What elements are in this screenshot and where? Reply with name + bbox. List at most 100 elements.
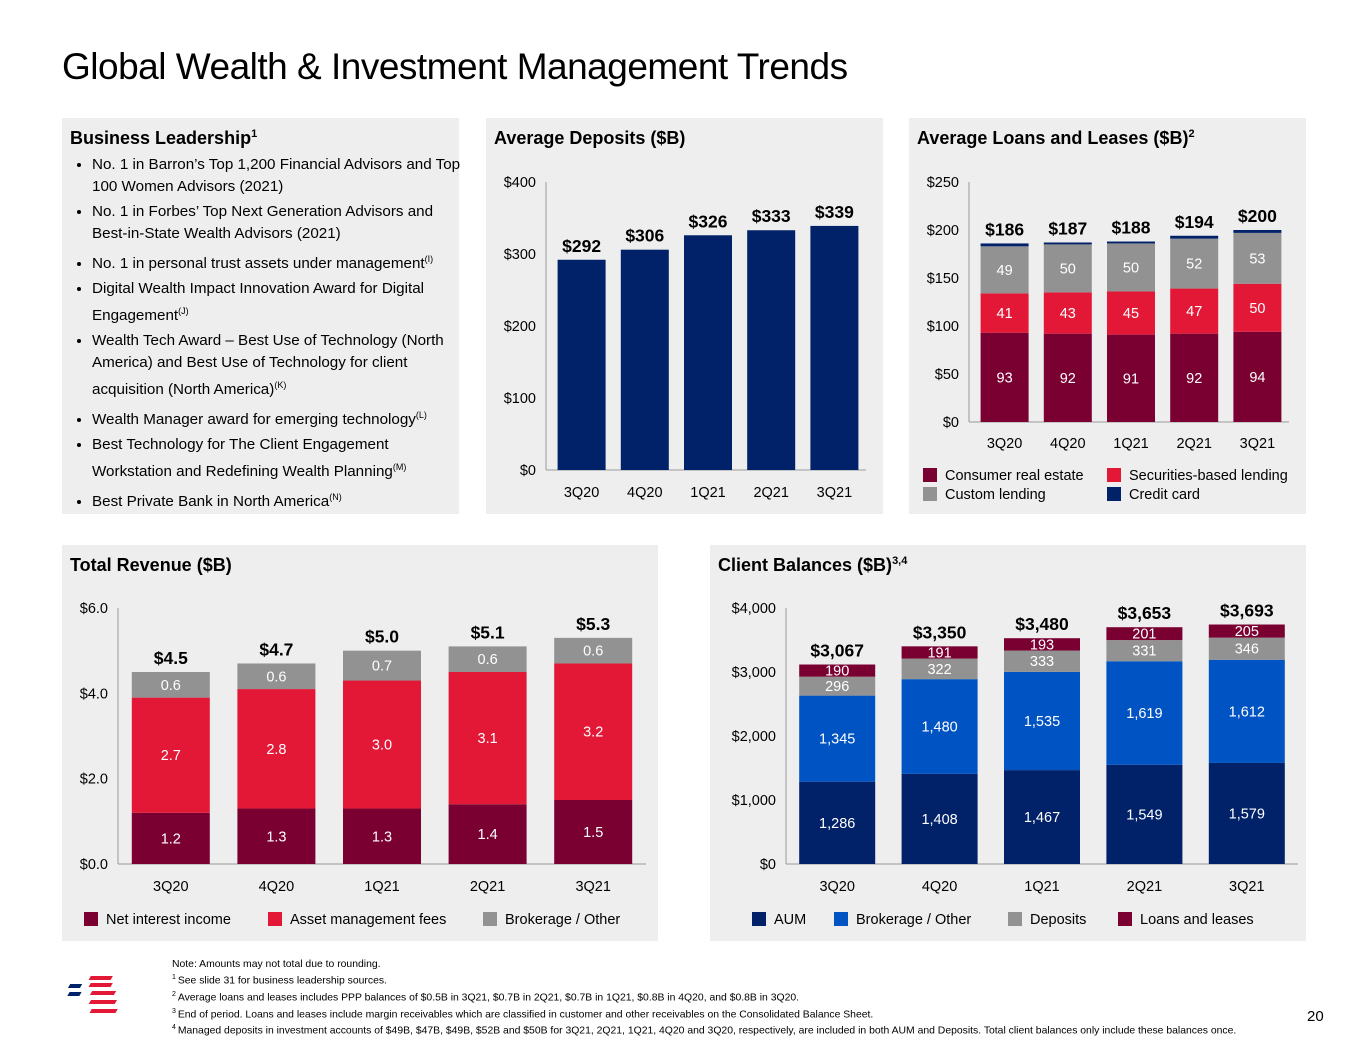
- legend-label: Securities-based lending: [1129, 468, 1288, 484]
- bar-segment: [901, 658, 978, 680]
- average-deposits-title: Average Deposits ($B): [494, 128, 685, 149]
- chart-title-text: Client Balances ($B): [718, 555, 893, 575]
- legend-label: Brokerage / Other: [856, 912, 971, 928]
- leadership-item-text: Best Technology for The Client Engagemen…: [92, 436, 393, 481]
- bar-segment: [1233, 283, 1282, 332]
- segment-value-label: 1.2: [161, 831, 181, 847]
- bar-segment: [980, 293, 1029, 333]
- y-tick-label: $100: [927, 319, 959, 335]
- segment-value-label: 296: [825, 679, 849, 695]
- legend-swatch: [84, 912, 98, 926]
- y-tick-label: $0: [760, 857, 776, 873]
- bar-segment: [1170, 235, 1219, 239]
- y-tick-label: $4,000: [732, 601, 776, 617]
- y-tick-label: $1,000: [732, 793, 776, 809]
- segment-value-label: 3.1: [478, 731, 498, 747]
- footnote-text: Average loans and leases includes PPP ba…: [177, 992, 800, 1004]
- x-tick-label: 2Q21: [470, 879, 505, 895]
- bar-segment: [1004, 671, 1080, 771]
- segment-value-label: 50: [1249, 301, 1265, 317]
- leadership-item: Digital Wealth Impact Innovation Award f…: [92, 278, 464, 327]
- total-value-label: $339: [815, 202, 854, 222]
- segment-value-label: 53: [1249, 251, 1265, 267]
- y-tick-label: $0: [520, 463, 536, 479]
- legend-label: Consumer real estate: [945, 468, 1084, 484]
- total-value-label: $5.1: [471, 622, 505, 642]
- bar-segment: [1107, 334, 1155, 422]
- x-tick-label: 3Q21: [1229, 879, 1264, 895]
- bar-segment: [554, 663, 633, 800]
- bar-segment: [131, 672, 210, 698]
- footnote-ref: (M): [392, 462, 407, 473]
- bar-segment: [1043, 242, 1092, 245]
- footnote-item: 2 Average loans and leases includes PPP …: [172, 988, 1292, 1005]
- business-leadership-title-text: Business Leadership: [70, 128, 252, 148]
- legend-label: Loans and leases: [1140, 912, 1254, 928]
- chart-title-text: Average Deposits ($B): [494, 128, 686, 148]
- bar-segment: [554, 637, 633, 664]
- bar-segment: [1106, 661, 1183, 765]
- legend-label: Deposits: [1030, 912, 1086, 928]
- segment-value-label: 201: [1132, 627, 1156, 643]
- bar-segment: [1170, 288, 1219, 334]
- x-tick-label: 3Q21: [1240, 436, 1275, 452]
- chart-title-text: Average Loans and Leases ($B): [917, 128, 1189, 148]
- segment-value-label: 322: [927, 662, 951, 678]
- average-loans-chart: $0 $50 $100 $150 $200 $250 3Q20 93 41 49 $186 4Q20 9…: [923, 175, 1289, 503]
- leadership-item: Best Technology for The Client Engagemen…: [92, 434, 464, 483]
- bar-segment: [554, 800, 633, 864]
- segment-value-label: 0.6: [583, 644, 603, 660]
- segment-value-label: 1.3: [266, 829, 286, 845]
- segment-value-label: 1,535: [1024, 714, 1060, 730]
- bar-segment: [1170, 333, 1219, 422]
- total-value-label: $5.0: [365, 627, 399, 647]
- average-deposits-panel: Average Deposits ($B) $0 $100 $200 $300 $400…: [486, 118, 883, 514]
- segment-value-label: 1.3: [372, 829, 392, 845]
- legend-swatch: [1107, 468, 1121, 482]
- leadership-item-text: No. 1 in Barron’s Top 1,200 Financial Ad…: [92, 156, 461, 195]
- x-tick-label: 3Q20: [819, 879, 854, 895]
- footnote-ref: (J): [178, 306, 189, 317]
- y-tick-label: $6.0: [80, 601, 108, 617]
- footnote-note: Note: Amounts may not total due to round…: [172, 959, 381, 970]
- bar-segment: [1208, 637, 1285, 660]
- segment-value-label: 92: [1060, 371, 1076, 387]
- y-tick-label: $400: [504, 175, 536, 191]
- legend-label: Net interest income: [106, 912, 231, 928]
- segment-value-label: 43: [1060, 306, 1076, 322]
- bar-segment: [1004, 638, 1080, 651]
- total-value-label: $292: [562, 236, 601, 256]
- total-value-label: $187: [1048, 218, 1087, 238]
- segment-value-label: 94: [1249, 370, 1265, 386]
- segment-value-label: 0.6: [478, 652, 498, 668]
- bar-segment: [448, 804, 527, 864]
- legend-swatch: [1008, 912, 1022, 926]
- y-tick-label: $100: [504, 391, 536, 407]
- page-number: 20: [1307, 1008, 1324, 1025]
- bar: [810, 225, 859, 470]
- footnote-ref: (I): [424, 254, 434, 264]
- total-value-label: $3,480: [1015, 614, 1069, 634]
- leadership-item-text: Wealth Tech Award – Best Use of Technolo…: [92, 332, 444, 399]
- client-balances-title: Client Balances ($B)3,4: [718, 555, 907, 576]
- segment-value-label: 1,549: [1126, 807, 1162, 823]
- legend-label: Custom lending: [945, 487, 1046, 503]
- footnote-number: 2: [172, 990, 178, 998]
- x-tick-label: 4Q20: [1050, 436, 1085, 452]
- footnote-ref: 3,4: [892, 555, 908, 567]
- bar-segment: [1043, 244, 1092, 293]
- segment-value-label: 50: [1060, 261, 1076, 277]
- bar-segment: [448, 672, 527, 805]
- y-tick-label: $0.0: [80, 857, 108, 873]
- leadership-item-text: No. 1 in Forbes’ Top Next Generation Adv…: [92, 203, 434, 242]
- segment-value-label: 1,467: [1024, 810, 1060, 826]
- legend-swatch: [483, 912, 497, 926]
- total-value-label: $3,067: [810, 641, 864, 661]
- leadership-item-text: Digital Wealth Impact Innovation Award f…: [92, 280, 425, 325]
- bar: [557, 259, 606, 470]
- segment-value-label: 49: [997, 263, 1013, 279]
- bar-segment: [799, 695, 876, 782]
- client-balances-panel: Client Balances ($B)3,4 $0 $1,000 $2,000 $3…: [710, 545, 1306, 941]
- bar-segment: [237, 689, 316, 809]
- total-value-label: $306: [625, 226, 664, 246]
